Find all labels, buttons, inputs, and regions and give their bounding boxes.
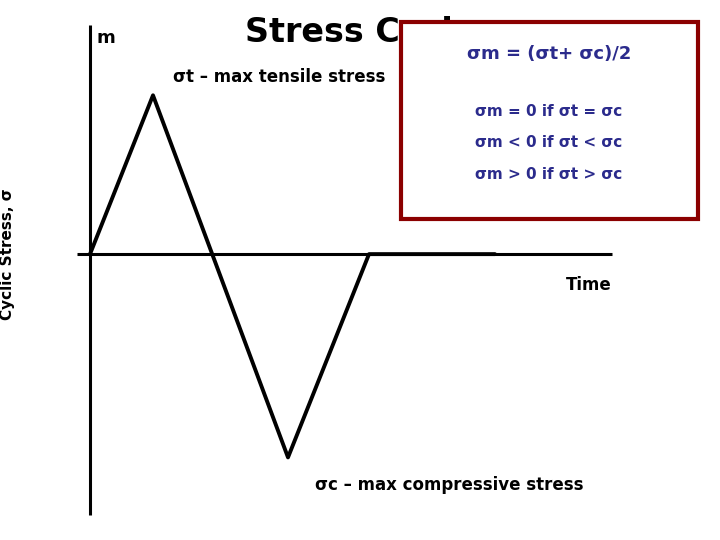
Text: σm = (σt+ σc)/2: σm = (σt+ σc)/2 [467, 45, 631, 63]
Text: m: m [96, 29, 115, 46]
Text: Time: Time [566, 276, 612, 294]
Text: σm < 0 if σt < σc: σm < 0 if σt < σc [475, 136, 623, 151]
Text: Stress Cycle: Stress Cycle [245, 16, 475, 49]
Text: σm > 0 if σt > σc: σm > 0 if σt > σc [475, 167, 623, 182]
Text: σm = 0 if σt = σc: σm = 0 if σt = σc [475, 104, 623, 119]
Text: σc – max compressive stress: σc – max compressive stress [315, 476, 583, 495]
Text: σt – max tensile stress: σt – max tensile stress [173, 68, 385, 86]
FancyBboxPatch shape [400, 22, 698, 219]
Text: Cyclic Stress, σ: Cyclic Stress, σ [0, 188, 14, 320]
